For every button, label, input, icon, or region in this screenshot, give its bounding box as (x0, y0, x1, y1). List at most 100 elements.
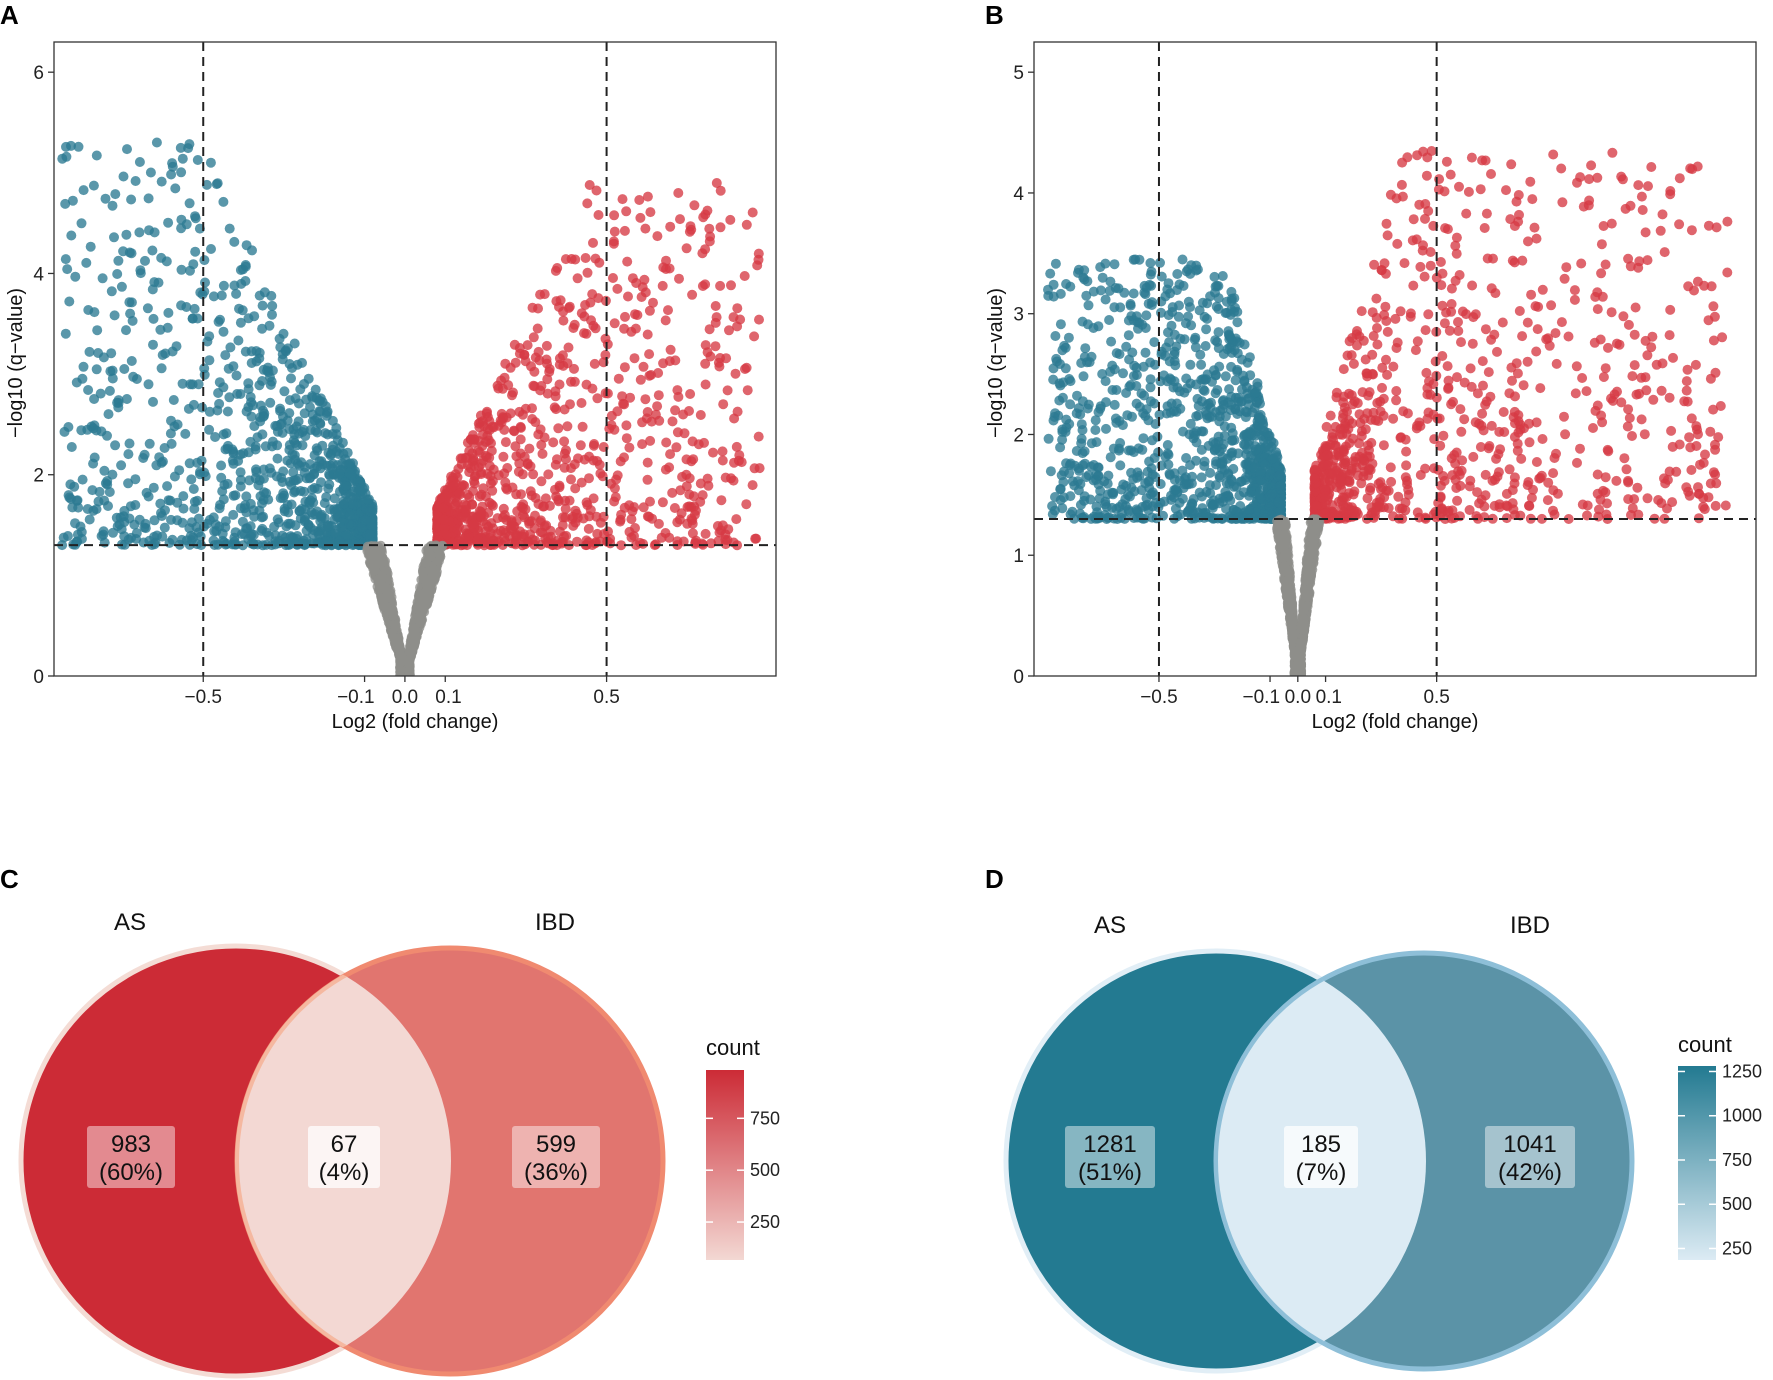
data-point-up (1381, 218, 1392, 229)
data-point-up (1385, 462, 1396, 473)
data-point-down (187, 313, 198, 324)
data-point-up (1477, 155, 1488, 166)
data-point-up (1367, 368, 1378, 379)
data-point-up (634, 195, 645, 205)
data-point-down (364, 529, 375, 540)
data-point-down (1191, 379, 1202, 390)
data-point-up (1584, 174, 1595, 185)
data-point-down (88, 458, 99, 469)
data-point-down (1090, 425, 1101, 435)
data-point-down (1086, 438, 1097, 449)
data-point-down (1217, 452, 1228, 463)
data-point-down (1167, 302, 1178, 313)
data-point-up (1563, 331, 1574, 342)
data-point-up (1372, 339, 1383, 350)
data-point-down (1090, 415, 1101, 426)
data-point-up (554, 482, 565, 493)
data-point-up (747, 207, 758, 218)
data-point-down (245, 436, 256, 447)
data-point-up (1632, 482, 1643, 493)
data-point-up (1421, 170, 1432, 181)
data-point-down (262, 362, 273, 373)
data-point-down (243, 313, 254, 324)
data-point-up (1511, 196, 1522, 207)
data-point-down (130, 474, 141, 485)
data-point-up (604, 423, 615, 434)
data-point-up (1662, 474, 1673, 485)
data-point-down (204, 406, 215, 417)
data-point-up (527, 414, 538, 424)
data-point-down (220, 350, 231, 361)
data-point-down (174, 465, 185, 476)
data-point-up (1642, 255, 1653, 266)
data-point-down (1051, 356, 1062, 367)
data-point-up (1425, 260, 1436, 271)
data-point-not-significant (404, 666, 414, 676)
data-point-up (1486, 169, 1496, 179)
data-point-down (1127, 347, 1138, 358)
data-point-up (1450, 275, 1461, 286)
data-point-up (1637, 205, 1648, 215)
data-point-up (672, 536, 683, 547)
data-point-up (717, 446, 728, 457)
data-point-down (1227, 428, 1238, 439)
data-point-up (1642, 350, 1653, 361)
data-point-down (76, 425, 87, 436)
data-point-up (1489, 329, 1500, 340)
data-point-down (141, 487, 152, 498)
data-point-up (1348, 358, 1359, 369)
x-tick-label: 0.5 (593, 687, 619, 708)
data-point-up (646, 416, 657, 427)
data-point-down (1123, 490, 1134, 501)
data-point-down (222, 538, 233, 549)
data-point-up (667, 416, 678, 427)
data-point-down (1185, 302, 1195, 313)
data-point-down (1229, 307, 1239, 317)
data-point-up (620, 311, 630, 322)
data-point-down (92, 325, 103, 336)
data-point-up (717, 520, 728, 531)
data-point-up (566, 474, 576, 485)
data-point-down (1072, 476, 1083, 487)
data-point-up (698, 212, 709, 223)
data-point-down (110, 440, 121, 451)
data-point-up (654, 415, 665, 426)
data-point-up (635, 374, 646, 385)
data-point-down (254, 347, 265, 358)
data-point-up (1646, 162, 1657, 172)
data-point-up (626, 514, 637, 525)
data-point-down (112, 269, 123, 279)
data-point-down (1100, 294, 1111, 305)
data-point-down (190, 213, 201, 224)
data-point-down (204, 331, 215, 342)
data-point-down (98, 526, 109, 537)
data-point-up (675, 214, 685, 225)
data-point-up (1423, 206, 1434, 216)
data-point-down (200, 277, 210, 288)
data-point-down (1128, 447, 1139, 458)
data-point-up (1439, 318, 1450, 329)
data-point-up (515, 422, 526, 433)
data-point-down (1211, 480, 1221, 491)
data-point-up (539, 289, 550, 300)
data-point-up (665, 344, 676, 355)
data-point-up (728, 475, 739, 486)
data-point-down (184, 523, 195, 534)
data-point-down (1224, 384, 1235, 395)
data-point-up (1480, 324, 1491, 335)
data-point-up (1559, 273, 1570, 284)
data-point-down (116, 281, 127, 292)
data-point-up (1486, 283, 1497, 294)
data-point-up (1395, 432, 1406, 443)
data-point-up (498, 451, 509, 462)
data-point-down (144, 438, 155, 449)
data-point-up (1611, 475, 1622, 486)
data-point-up (1664, 392, 1675, 403)
data-point-up (1659, 247, 1670, 258)
data-point-up (753, 254, 764, 265)
data-point-up (1617, 174, 1628, 185)
data-point-down (1262, 439, 1273, 449)
data-point-down (210, 432, 221, 442)
data-point-up (679, 428, 690, 439)
data-point-up (612, 283, 623, 294)
